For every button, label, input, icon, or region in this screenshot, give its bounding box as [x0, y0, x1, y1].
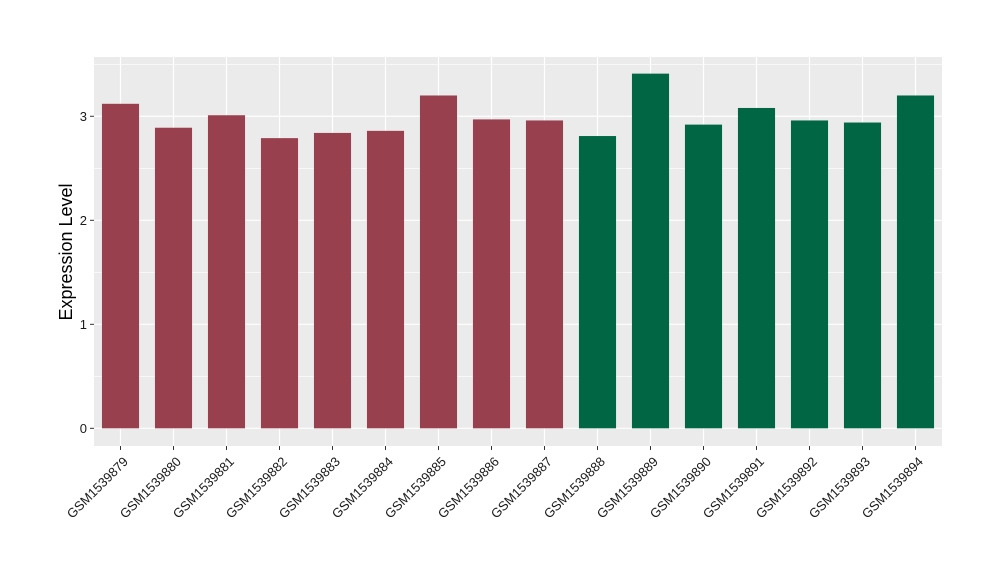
- bar-GSM1539894: [896, 95, 935, 429]
- y-tick-label: 3: [80, 109, 87, 124]
- bar-GSM1539880: [154, 127, 193, 429]
- bar-GSM1539883: [313, 132, 352, 429]
- bar-GSM1539884: [366, 130, 405, 429]
- bar-GSM1539879: [101, 103, 140, 429]
- y-tick-label: 2: [80, 213, 87, 228]
- bar-GSM1539889: [631, 73, 670, 429]
- y-tick-label: 1: [80, 317, 87, 332]
- bar-GSM1539882: [260, 138, 299, 429]
- bars-group: [101, 73, 935, 429]
- bar-GSM1539891: [737, 107, 776, 429]
- bar-GSM1539892: [790, 120, 829, 429]
- bar-GSM1539881: [207, 115, 246, 429]
- y-axis: 0 1 2 3: [80, 109, 94, 436]
- bar-GSM1539890: [684, 124, 723, 429]
- y-axis-title: Expression Level: [56, 183, 76, 320]
- bar-GSM1539888: [578, 136, 617, 429]
- y-tick-label: 0: [80, 421, 87, 436]
- bar-GSM1539893: [843, 122, 882, 429]
- bar-GSM1539886: [472, 119, 511, 429]
- bar-GSM1539885: [419, 95, 458, 429]
- x-axis: GSM1539879GSM1539880GSM1539881GSM1539882…: [64, 446, 926, 521]
- bar-GSM1539887: [525, 120, 564, 429]
